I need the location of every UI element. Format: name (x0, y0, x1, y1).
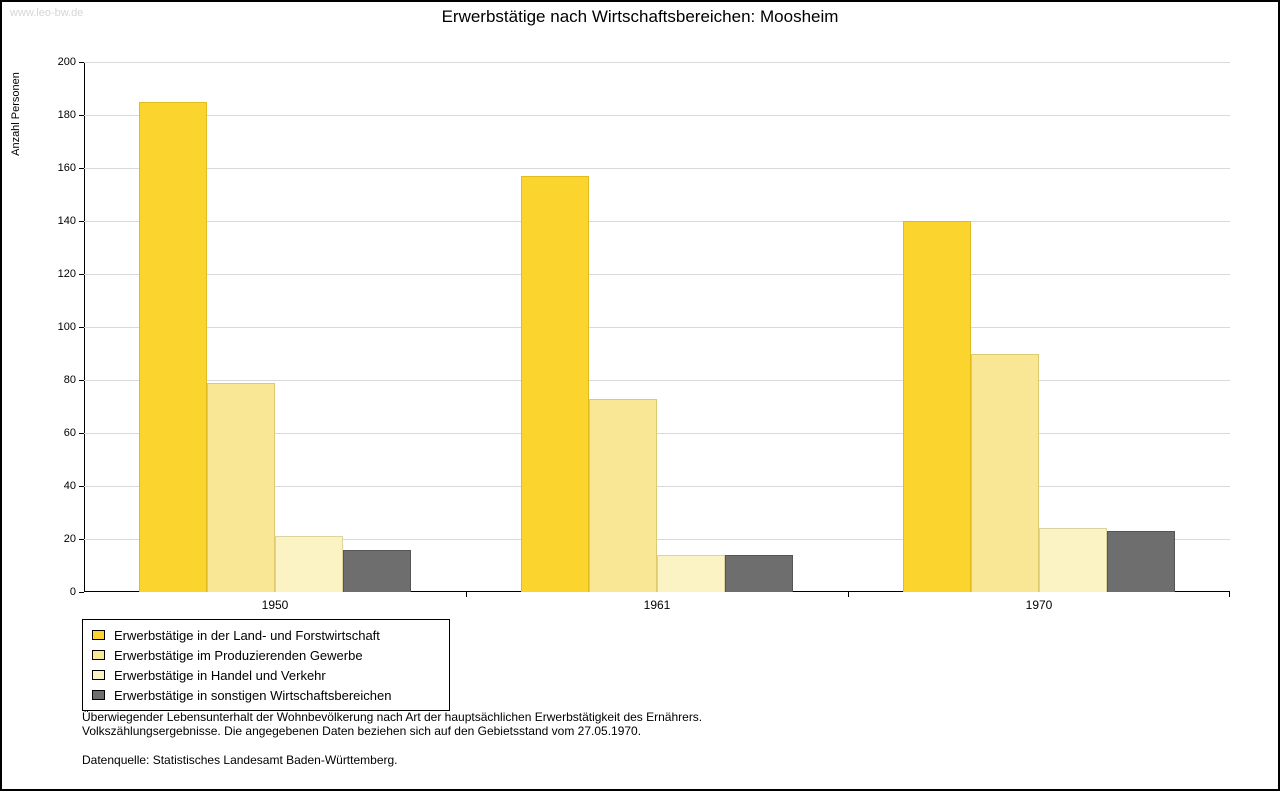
gridline (84, 380, 1230, 381)
bar (971, 353, 1039, 592)
y-tick-label: 20 (63, 533, 76, 545)
y-tick-label: 0 (69, 586, 76, 598)
gridline (84, 221, 1230, 222)
bar (903, 221, 971, 592)
y-tick-label: 200 (57, 56, 76, 68)
footnote-line-1: Überwiegender Lebensunterhalt der Wohnbe… (82, 710, 703, 724)
y-tick-label: 80 (63, 374, 76, 386)
bar (343, 549, 411, 592)
bar (139, 101, 207, 592)
bar (589, 398, 657, 592)
x-tick-label: 1950 (261, 598, 289, 612)
bar (207, 382, 275, 592)
y-axis-tick (79, 115, 84, 116)
y-axis-tick (79, 539, 84, 540)
y-tick-label: 100 (57, 321, 76, 333)
y-tick-label: 120 (57, 268, 76, 280)
y-axis-tick (79, 274, 84, 275)
y-axis-tick (79, 168, 84, 169)
legend-label: Erwerbstätige im Produzierenden Gewerbe (114, 647, 363, 663)
y-axis-tick (79, 221, 84, 222)
legend-swatch (92, 670, 105, 680)
gridline (84, 115, 1230, 116)
bar (275, 536, 343, 592)
bar (657, 554, 725, 592)
y-axis-tick (79, 486, 84, 487)
y-tick-label: 180 (57, 109, 76, 121)
x-tick-label: 1961 (643, 598, 671, 612)
chart-title: Erwerbstätige nach Wirtschaftsbereichen:… (441, 7, 839, 26)
y-axis-tick (79, 433, 84, 434)
source-note: Datenquelle: Statistisches Landesamt Bad… (82, 753, 398, 767)
footnotes: Überwiegender Lebensunterhalt der Wohnbe… (82, 710, 703, 768)
gridline (84, 274, 1230, 275)
y-axis-tick (79, 327, 84, 328)
y-axis-tick (79, 380, 84, 381)
x-tick-label: 1970 (1025, 598, 1053, 612)
y-axis-tick (79, 62, 84, 63)
bar (725, 554, 793, 592)
legend-item: Erwerbstätige in Handel und Verkehr (92, 665, 440, 685)
gridline (84, 62, 1230, 63)
y-tick-label: 40 (63, 480, 76, 492)
gridline (84, 539, 1230, 540)
legend-item: Erwerbstätige in sonstigen Wirtschaftsbe… (92, 685, 440, 705)
footnote-line-2: Volkszählungsergebnisse. Die angegebenen… (82, 723, 642, 738)
legend-swatch (92, 690, 105, 700)
bar (1107, 531, 1175, 592)
legend: Erwerbstätige in der Land- und Forstwirt… (82, 619, 450, 711)
gridline (84, 168, 1230, 169)
x-axis-tick (848, 592, 849, 597)
bar (521, 175, 589, 592)
y-tick-label: 60 (63, 427, 76, 439)
y-tick-label: 160 (57, 162, 76, 174)
watermark-link: www.leo-bw.de (10, 7, 84, 19)
gridline (84, 327, 1230, 328)
legend-swatch (92, 650, 105, 660)
legend-item: Erwerbstätige im Produzierenden Gewerbe (92, 645, 440, 665)
legend-label: Erwerbstätige in Handel und Verkehr (114, 667, 326, 683)
y-axis-title: Anzahl Personen (10, 72, 22, 156)
legend-label: Erwerbstätige in der Land- und Forstwirt… (114, 627, 380, 643)
y-tick-label: 140 (57, 215, 76, 227)
y-axis-tick (79, 592, 84, 593)
bar (1039, 528, 1107, 592)
gridline (84, 486, 1230, 487)
x-axis-tick (1229, 592, 1230, 597)
legend-label: Erwerbstätige in sonstigen Wirtschaftsbe… (114, 687, 392, 703)
legend-swatch (92, 630, 105, 640)
legend-item: Erwerbstätige in der Land- und Forstwirt… (92, 625, 440, 645)
gridline (84, 433, 1230, 434)
x-axis-tick (466, 592, 467, 597)
